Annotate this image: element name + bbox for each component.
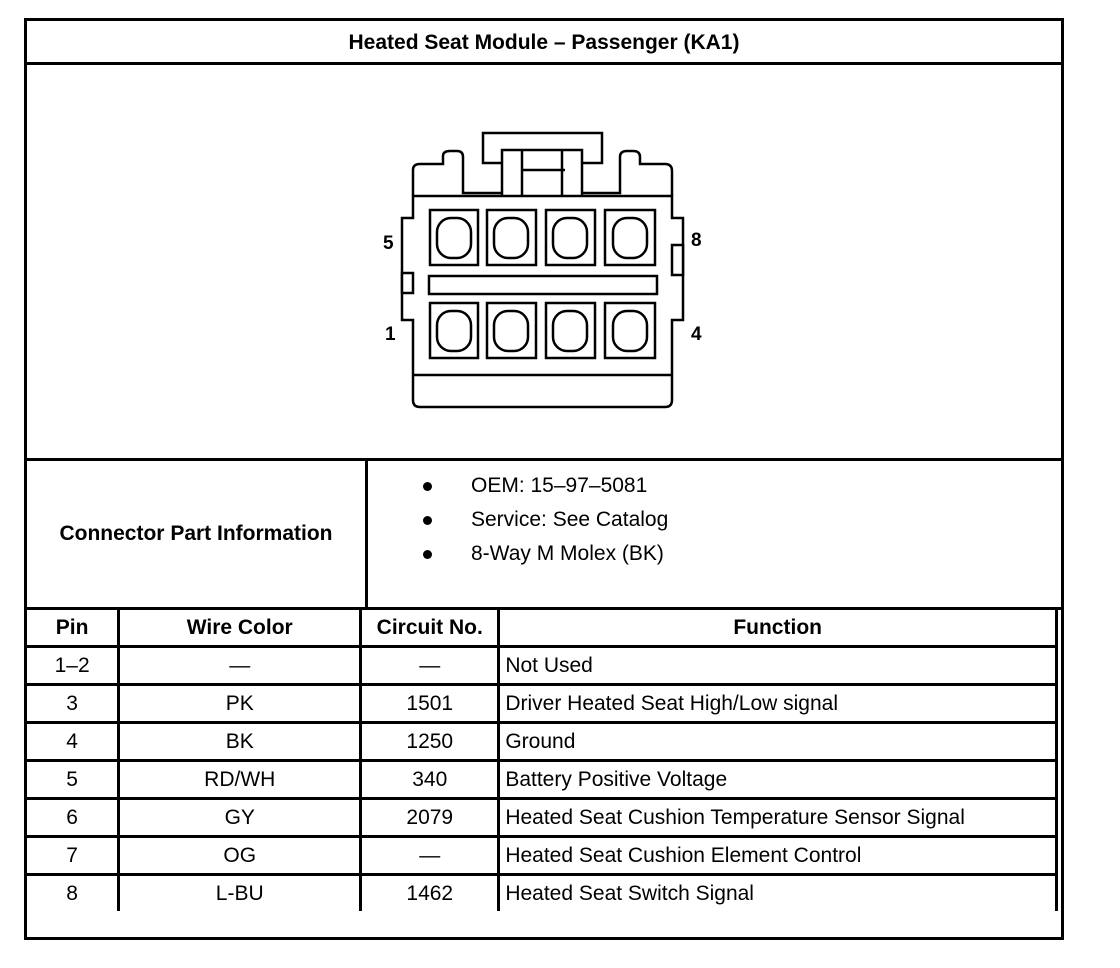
cell-pin: 8	[23, 873, 121, 911]
header-pin: Pin	[23, 607, 121, 648]
table-row: 8 L-BU 1462 Heated Seat Switch Signal	[23, 873, 1058, 911]
pin-label-1: 1	[385, 324, 396, 345]
table-row: 3 PK 1501 Driver Heated Seat High/Low signa…	[23, 683, 1058, 724]
cell-function: Not Used	[497, 645, 1058, 686]
cell-pin: 7	[23, 835, 121, 876]
table-header-row: Pin Wire Color Circuit No. Function	[23, 607, 1058, 648]
cell-pin: 6	[23, 797, 121, 838]
header-wire-color: Wire Color	[117, 607, 363, 648]
page-title: Heated Seat Module – Passenger (KA1)	[27, 21, 1061, 65]
cell-function: Heated Seat Cushion Temperature Sensor S…	[497, 797, 1058, 838]
connector-face-drawing: 5 8 1 4	[383, 131, 702, 409]
connector-part-information: Connector Part Information OEM: 15–97–50…	[27, 461, 1061, 610]
pinout-table: Pin Wire Color Circuit No. Function 1–2—…	[23, 607, 1058, 911]
cell-circuit-no: 1250	[359, 721, 501, 762]
table-row: 5 RD/WH 340 Battery Positive Voltage	[23, 759, 1058, 800]
cell-circuit-no: 2079	[359, 797, 501, 838]
cell-wire-color: BK	[117, 721, 363, 762]
cell-circuit-no: 1462	[359, 873, 501, 911]
cell-function: Battery Positive Voltage	[497, 759, 1058, 800]
cell-pin: 3	[23, 683, 121, 724]
table-row: 1–2— — Not Used	[23, 645, 1058, 686]
part-info-list: OEM: 15–97–5081 Service: See Catalog 8-W…	[417, 469, 668, 571]
cell-wire-color: RD/WH	[117, 759, 363, 800]
header-circuit-no: Circuit No.	[359, 607, 501, 648]
cell-circuit-no: —	[359, 645, 501, 686]
cell-function: Heated Seat Cushion Element Control	[497, 835, 1058, 876]
pin-label-8: 8	[691, 230, 702, 251]
cell-circuit-no: 340	[359, 759, 501, 800]
cell-pin: 5	[23, 759, 121, 800]
table-row: 7 OG — Heated Seat Cushion Element Control	[23, 835, 1058, 876]
cell-function: Heated Seat Switch Signal	[497, 873, 1058, 911]
pin-label-5: 5	[383, 233, 394, 254]
part-info-item: Service: See Catalog	[417, 503, 668, 537]
cell-circuit-no: 1501	[359, 683, 501, 724]
cell-pin: 4	[23, 721, 121, 762]
cell-wire-color: GY	[117, 797, 363, 838]
connector-sheet: Heated Seat Module – Passenger (KA1)	[23, 18, 1064, 940]
table-row: 4 BK 1250 Ground	[23, 721, 1058, 762]
cell-wire-color: OG	[117, 835, 363, 876]
cell-wire-color: PK	[117, 683, 363, 724]
pin-label-4: 4	[691, 324, 702, 345]
cell-wire-color: L-BU	[117, 873, 363, 911]
cell-function: Ground	[497, 721, 1058, 762]
connector-diagram: 5 8 1 4	[27, 65, 1061, 461]
cell-circuit-no: —	[359, 835, 501, 876]
part-info-label: Connector Part Information	[27, 461, 368, 607]
part-info-item: 8-Way M Molex (BK)	[417, 537, 668, 571]
header-function: Function	[497, 607, 1058, 648]
part-info-item: OEM: 15–97–5081	[417, 469, 668, 503]
cell-pin: 1–2	[23, 645, 121, 686]
cell-function: Driver Heated Seat High/Low signal	[497, 683, 1058, 724]
cell-wire-color: —	[117, 645, 363, 686]
table-row: 6 GY 2079 Heated Seat Cushion Temperature S…	[23, 797, 1058, 838]
